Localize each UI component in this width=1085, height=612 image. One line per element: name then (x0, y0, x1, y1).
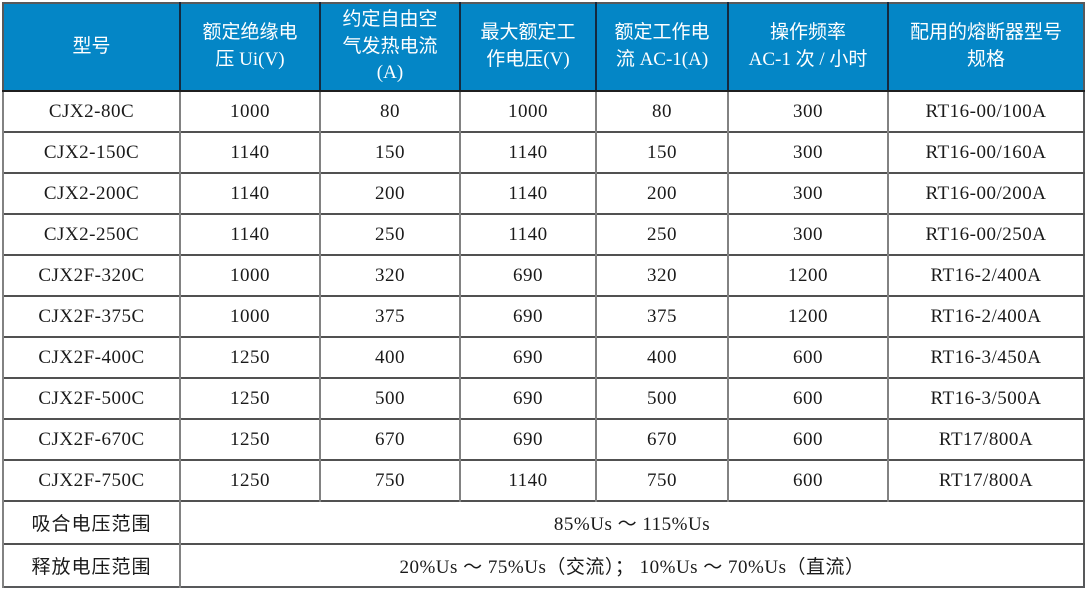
model-cell: CJX2-250C (2, 213, 180, 255)
value-cell: 80 (595, 90, 728, 132)
value-cell: 150 (319, 131, 460, 173)
footer-label: 释放电压范围 (2, 543, 180, 587)
header-cell-max-rated-working-voltage: 最大额定工 作电压(V) (459, 3, 596, 92)
table-row: CJX2F-375C 1000 375 690 375 1200 RT16-2/… (2, 295, 1084, 337)
footer-label: 吸合电压范围 (2, 500, 180, 544)
value-cell: 1000 (179, 254, 320, 296)
value-cell: 150 (595, 131, 728, 173)
table-row: CJX2-250C 1140 250 1140 250 300 RT16-00/… (2, 213, 1084, 255)
value-cell: 400 (319, 336, 460, 378)
value-cell: RT16-00/100A (887, 90, 1084, 132)
pickup-voltage-range-row: 吸合电压范围 85%Us ～ 115%Us (2, 500, 1084, 544)
value-cell: RT16-00/160A (887, 131, 1084, 173)
value-cell: 1000 (179, 295, 320, 337)
value-cell: 250 (319, 213, 460, 255)
value-cell: 1200 (727, 254, 888, 296)
header-cell-model: 型号 (3, 3, 180, 92)
value-cell: 690 (459, 377, 596, 419)
value-cell: 1250 (179, 336, 320, 378)
value-cell: 1250 (179, 377, 320, 419)
table-row: CJX2F-750C 1250 750 1140 750 600 RT17/80… (2, 459, 1084, 501)
value-cell: RT16-00/250A (887, 213, 1084, 255)
table-row: CJX2-150C 1140 150 1140 150 300 RT16-00/… (2, 131, 1084, 173)
value-cell: 1140 (179, 213, 320, 255)
value-cell: 690 (459, 336, 596, 378)
value-cell: 200 (319, 172, 460, 214)
value-cell: RT16-3/450A (887, 336, 1084, 378)
value-cell: 1140 (179, 172, 320, 214)
header-cell-conventional-free-air-thermal-current: 约定自由空 气发热电流 (A) (319, 3, 460, 92)
value-cell: 320 (595, 254, 728, 296)
value-cell: 500 (595, 377, 728, 419)
value-cell: 300 (727, 172, 888, 214)
model-cell: CJX2F-500C (2, 377, 180, 419)
value-cell: 1140 (179, 131, 320, 173)
model-cell: CJX2-200C (2, 172, 180, 214)
value-cell: RT16-00/200A (887, 172, 1084, 214)
value-cell: 670 (595, 418, 728, 460)
release-voltage-range-row: 释放电压范围 20%Us ～ 75%Us（交流）； 10%Us ～ 70%Us（… (2, 543, 1084, 587)
value-cell: 690 (459, 418, 596, 460)
header-cell-rated-insulation-voltage: 额定绝缘电 压 Ui(V) (179, 3, 320, 92)
model-cell: CJX2-150C (2, 131, 180, 173)
model-cell: CJX2F-320C (2, 254, 180, 296)
value-cell: 1200 (727, 295, 888, 337)
value-cell: 600 (727, 336, 888, 378)
model-cell: CJX2F-375C (2, 295, 180, 337)
value-cell: 1250 (179, 418, 320, 460)
model-cell: CJX2F-400C (2, 336, 180, 378)
model-cell: CJX2F-750C (2, 459, 180, 501)
value-cell: RT16-2/400A (887, 295, 1084, 337)
value-cell: 250 (595, 213, 728, 255)
table-row: CJX2F-320C 1000 320 690 320 1200 RT16-2/… (2, 254, 1084, 296)
value-cell: 1140 (459, 213, 596, 255)
value-cell: 600 (727, 418, 888, 460)
table-row: CJX2F-400C 1250 400 690 400 600 RT16-3/4… (2, 336, 1084, 378)
value-cell: 375 (595, 295, 728, 337)
header-cell-operating-frequency: 操作频率 AC-1 次 / 小时 (727, 3, 888, 92)
value-cell: 1140 (459, 131, 596, 173)
value-cell: 600 (727, 459, 888, 501)
value-cell: 375 (319, 295, 460, 337)
header-cell-rated-working-current: 额定工作电 流 AC-1(A) (595, 3, 728, 92)
footer-value: 20%Us ～ 75%Us（交流）； 10%Us ～ 70%Us（直流） (179, 543, 1084, 587)
table-row: CJX2F-500C 1250 500 690 500 600 RT16-3/5… (2, 377, 1084, 419)
footer-value: 85%Us ～ 115%Us (179, 500, 1084, 544)
value-cell: 670 (319, 418, 460, 460)
table-row: CJX2-200C 1140 200 1140 200 300 RT16-00/… (2, 172, 1084, 214)
value-cell: 300 (727, 131, 888, 173)
model-cell: CJX2-80C (2, 90, 180, 132)
table-row: CJX2-80C 1000 80 1000 80 300 RT16-00/100… (2, 90, 1084, 132)
value-cell: 1000 (179, 90, 320, 132)
value-cell: RT16-3/500A (887, 377, 1084, 419)
value-cell: 690 (459, 295, 596, 337)
value-cell: 300 (727, 213, 888, 255)
value-cell: RT16-2/400A (887, 254, 1084, 296)
value-cell: 80 (319, 90, 460, 132)
model-cell: CJX2F-670C (2, 418, 180, 460)
value-cell: 690 (459, 254, 596, 296)
value-cell: RT17/800A (887, 459, 1084, 501)
value-cell: 500 (319, 377, 460, 419)
value-cell: 600 (727, 377, 888, 419)
contactor-spec-table: 型号 额定绝缘电 压 Ui(V) 约定自由空 气发热电流 (A) 最大额定工 作… (2, 2, 1085, 588)
header-row: 型号 额定绝缘电 压 Ui(V) 约定自由空 气发热电流 (A) 最大额定工 作… (3, 3, 1084, 92)
value-cell: RT17/800A (887, 418, 1084, 460)
value-cell: 750 (595, 459, 728, 501)
value-cell: 200 (595, 172, 728, 214)
value-cell: 750 (319, 459, 460, 501)
value-cell: 300 (727, 90, 888, 132)
header-cell-matching-fuse-model: 配用的熔断器型号 规格 (887, 3, 1084, 92)
value-cell: 1140 (459, 172, 596, 214)
value-cell: 1000 (459, 90, 596, 132)
value-cell: 320 (319, 254, 460, 296)
value-cell: 400 (595, 336, 728, 378)
value-cell: 1140 (459, 459, 596, 501)
table-row: CJX2F-670C 1250 670 690 670 600 RT17/800… (2, 418, 1084, 460)
value-cell: 1250 (179, 459, 320, 501)
